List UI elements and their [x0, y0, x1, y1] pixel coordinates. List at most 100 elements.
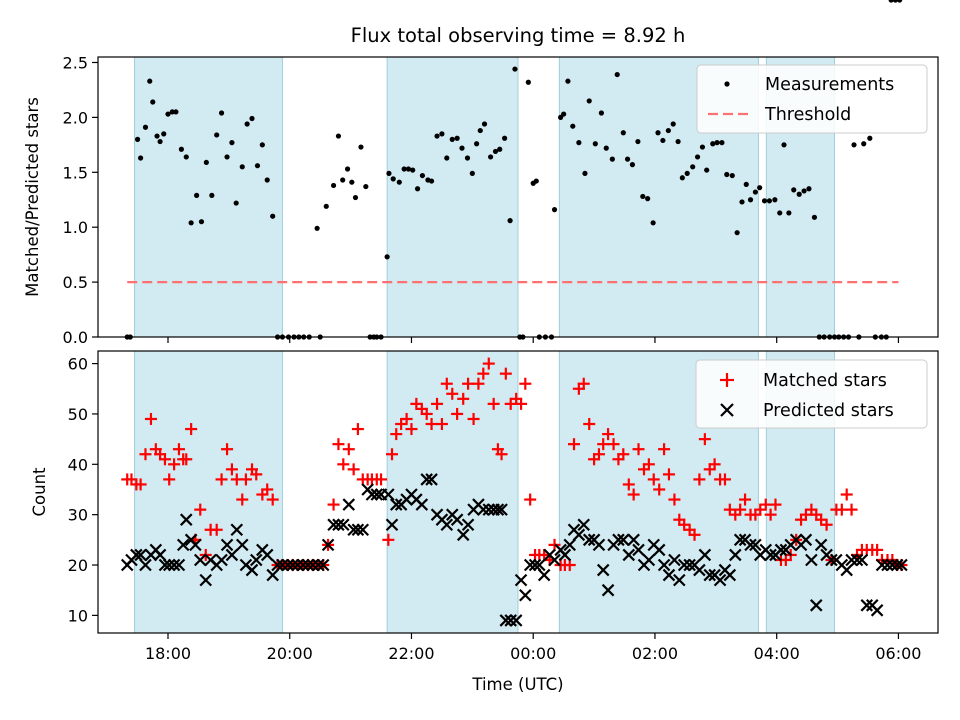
- measurement-point: [635, 138, 641, 145]
- measurement-point: [396, 179, 402, 185]
- legend-matched-marker: [720, 373, 734, 387]
- measurement-point: [576, 140, 582, 146]
- predicted-star-marker-b: [370, 488, 384, 501]
- predicted-star-point: [389, 498, 403, 511]
- predicted-star-point: [764, 548, 777, 562]
- matched-star-point: [482, 357, 495, 370]
- predicted-star-point: [519, 588, 532, 602]
- predicted-star-marker-b: [199, 573, 213, 587]
- measurement-point: [188, 220, 194, 226]
- matched-star-point: [440, 377, 453, 390]
- predicted-star-point: [504, 614, 517, 627]
- predicted-star-point: [316, 558, 330, 572]
- predicted-star-point: [733, 533, 747, 547]
- measurement-point: [178, 146, 184, 152]
- measurement-point: [161, 131, 167, 137]
- measurement-point: [766, 198, 772, 204]
- predicted-star-marker-b: [749, 538, 762, 552]
- predicted-star-point: [729, 548, 742, 562]
- predicted-star-marker-b: [450, 513, 464, 526]
- matched-star-point: [390, 428, 403, 441]
- predicted-star-marker-b: [176, 538, 190, 552]
- measurement-point: [270, 213, 276, 219]
- predicted-star-point: [870, 604, 884, 617]
- predicted-star-marker-b: [321, 538, 335, 552]
- measurement-point: [679, 175, 685, 181]
- matched-star-point: [632, 443, 645, 456]
- measurement-point: [620, 130, 626, 136]
- predicted-star-marker-b: [860, 599, 874, 612]
- measurement-point: [434, 133, 440, 139]
- predicted-star-point: [703, 568, 717, 582]
- measurement-point: [259, 142, 265, 148]
- predicted-star-marker-b: [130, 548, 143, 562]
- predicted-star-point: [677, 558, 691, 572]
- matched-star-point: [495, 448, 508, 461]
- predicted-star-marker-b: [509, 614, 523, 627]
- measurement-point: [796, 191, 802, 197]
- matched-star-point: [266, 493, 279, 506]
- measurement-point: [747, 197, 754, 203]
- predicted-star-point: [577, 518, 591, 532]
- y-tick-label: 60: [68, 355, 88, 374]
- predicted-star-marker-b: [642, 553, 656, 567]
- predicted-star-marker-b: [814, 538, 828, 552]
- measurement-point: [888, 0, 894, 3]
- y-tick-label: 10: [68, 606, 88, 625]
- matched-star-point: [451, 407, 464, 420]
- y-tick-label: 0.0: [63, 328, 88, 347]
- x-tick-label: 02:00: [632, 644, 678, 663]
- measurement-point: [314, 225, 320, 231]
- predicted-star-point: [461, 518, 475, 532]
- matched-star-point: [698, 433, 711, 446]
- matched-star-point: [647, 473, 660, 486]
- x-tick-label: 06:00: [875, 644, 921, 663]
- measurement-point: [655, 130, 661, 136]
- predicted-star-point: [327, 518, 340, 532]
- matched-star-point: [739, 493, 752, 506]
- predicted-star-point: [495, 503, 508, 516]
- measurement-point: [861, 141, 867, 147]
- matched-star-point: [467, 412, 480, 425]
- predicted-star-marker-b: [158, 558, 172, 572]
- predicted-star-marker-b: [215, 553, 228, 567]
- predicted-star-marker-b: [677, 558, 691, 572]
- legend-predicted-marker: [720, 403, 734, 417]
- predicted-star-point: [385, 518, 399, 532]
- predicted-star-marker-b: [276, 558, 289, 572]
- predicted-star-marker-b: [881, 558, 894, 572]
- predicted-star-point: [440, 518, 454, 532]
- predicted-star-point: [356, 523, 370, 537]
- bottom-legend-box: [695, 359, 928, 429]
- matched-star-point: [215, 473, 228, 486]
- predicted-star-point: [860, 599, 874, 612]
- x-tick-label: 22:00: [388, 644, 434, 663]
- matched-star-point: [347, 463, 360, 476]
- legend-predicted-label: Predicted stars: [763, 401, 894, 421]
- matched-star-point: [708, 458, 721, 471]
- predicted-star-point: [176, 538, 190, 552]
- predicted-star-point: [895, 558, 908, 572]
- matched-star-point: [477, 367, 490, 380]
- predicted-star-point: [840, 563, 853, 577]
- measurement-point: [194, 192, 200, 198]
- predicted-star-marker-b: [563, 538, 577, 552]
- predicted-star-point: [271, 558, 284, 572]
- predicted-star-marker-b: [461, 518, 475, 532]
- matched-star-point: [400, 412, 413, 425]
- measurement-point: [384, 254, 390, 260]
- predicted-star-marker-b: [245, 563, 259, 577]
- measurement-point: [335, 133, 342, 139]
- predicted-star-marker-b: [774, 543, 788, 557]
- top-legend-box: [696, 64, 928, 134]
- matched-star-point: [597, 438, 610, 451]
- measurement-point: [811, 214, 818, 220]
- predicted-star-point: [668, 553, 681, 567]
- measurement-point: [614, 71, 620, 78]
- matched-star-point: [221, 443, 234, 456]
- predicted-star-point: [286, 558, 300, 572]
- matched-star-point: [653, 483, 666, 496]
- measurement-point: [449, 136, 455, 142]
- measurement-point: [474, 141, 480, 147]
